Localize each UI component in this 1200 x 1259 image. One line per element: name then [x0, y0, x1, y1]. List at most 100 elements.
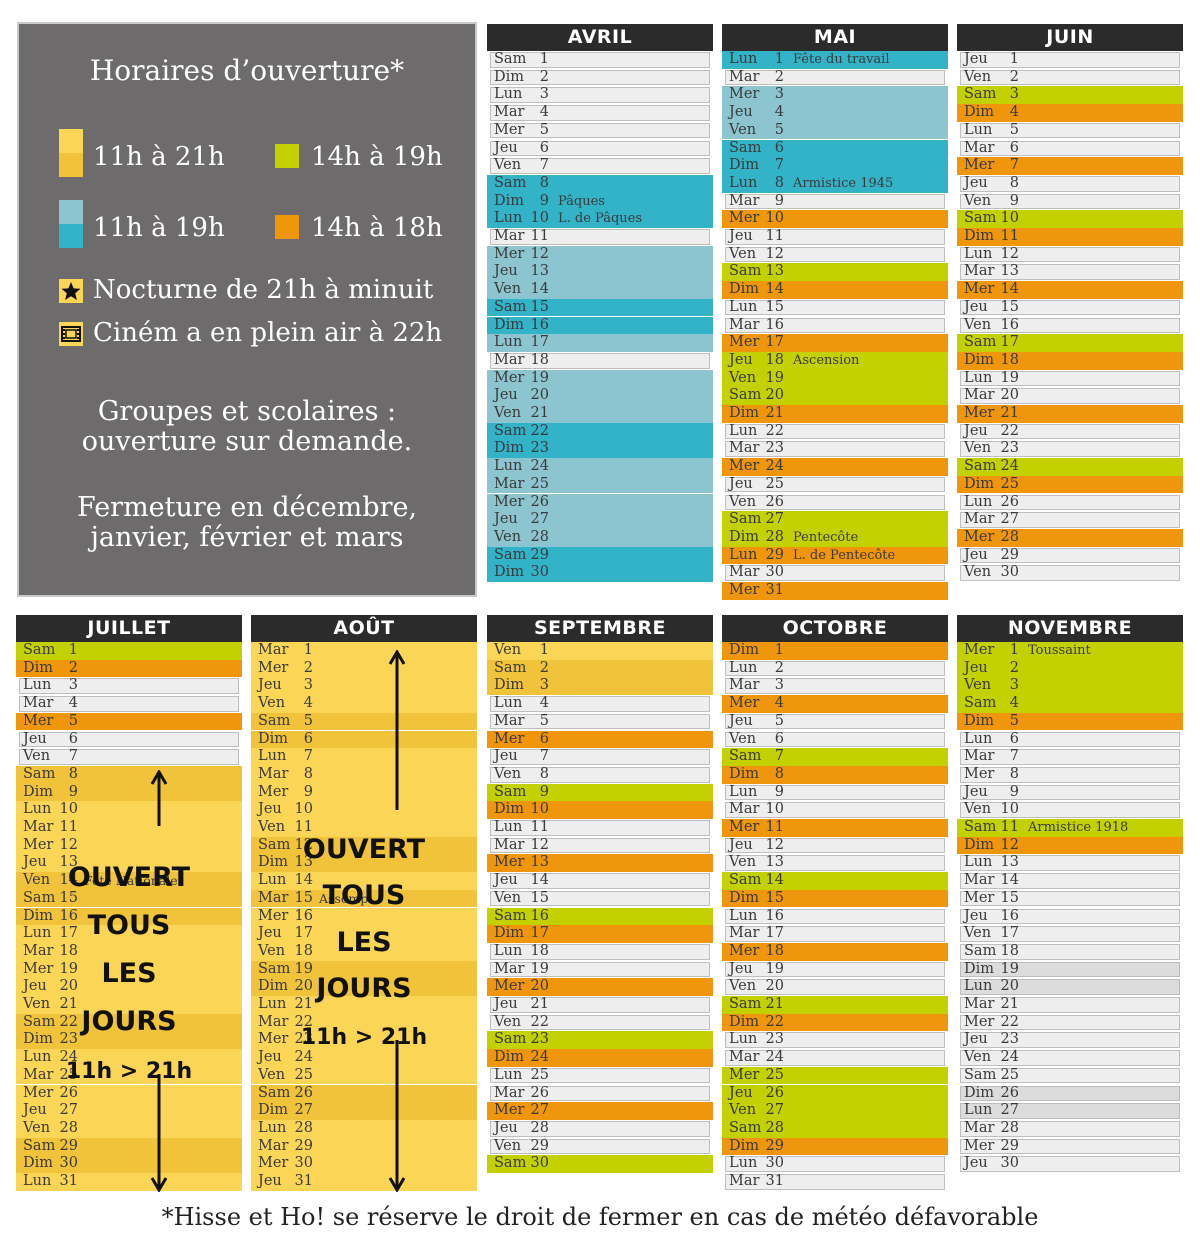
day-number: 13	[530, 854, 549, 871]
day-row: Mer 3	[722, 86, 948, 105]
day-name: Lun	[494, 458, 523, 475]
day-row: Dim 28 Pentecôte	[722, 528, 948, 547]
day-number: 21	[59, 996, 78, 1012]
day-cell-bg	[725, 961, 945, 978]
day-number: 10	[1000, 210, 1019, 227]
day-number: 6	[774, 730, 784, 747]
day-row: Mer 11	[722, 819, 948, 837]
day-number: 23	[765, 440, 784, 457]
day-name: Sam	[494, 1031, 527, 1048]
day-number: 24	[765, 1049, 784, 1066]
day-number: 30	[1000, 564, 1019, 581]
day-cell-bg	[960, 766, 1180, 783]
day-cell-bg	[490, 961, 710, 978]
day-name: Mer	[258, 659, 289, 676]
day-row: Lun 4	[487, 695, 713, 713]
day-row: Sam 20	[722, 387, 948, 405]
day-name: Lun	[964, 121, 993, 138]
day-number: 6	[774, 139, 784, 156]
holiday-label: L. de Pâques	[558, 211, 643, 227]
day-name: Mar	[729, 801, 760, 818]
day-row: Dim 26	[957, 1085, 1183, 1103]
day-cell-bg	[960, 855, 1180, 872]
day-number: 5	[539, 121, 549, 138]
open-all-days-text: TOUS	[87, 910, 171, 941]
day-name: Dim	[494, 316, 525, 333]
day-cell-bg	[490, 820, 710, 836]
holiday-label: Fête Nationale	[84, 873, 178, 889]
day-row: Ven 3	[957, 677, 1183, 696]
day-name: Mer	[494, 1102, 525, 1119]
day-name: Ven	[494, 1137, 522, 1154]
day-name: Mer	[964, 1137, 995, 1154]
day-number: 3	[1009, 86, 1019, 103]
day-cell-bg	[490, 873, 710, 889]
day-name: Lun	[729, 422, 758, 439]
day-number: 26	[1000, 1084, 1019, 1101]
day-name: Ven	[494, 642, 522, 658]
day-name: Sam	[494, 422, 527, 439]
day-row: Ven 2	[957, 69, 1183, 87]
day-row: Dim 23	[16, 1031, 242, 1050]
day-row: Sam 22	[16, 1013, 242, 1032]
open-all-days-text: 11h > 21h	[65, 1059, 193, 1084]
day-name: Sam	[964, 210, 997, 227]
day-cell-bg	[490, 1014, 710, 1031]
day-cell-bg	[960, 1014, 1180, 1031]
day-number: 1	[68, 642, 78, 658]
day-number: 2	[539, 659, 549, 676]
day-row: Mer 25	[722, 1066, 948, 1085]
day-number: 2	[68, 659, 78, 676]
day-name: Mer	[729, 210, 760, 227]
open-all-days-text: LES	[336, 927, 392, 958]
day-name: Ven	[964, 440, 992, 457]
day-row: Jeu 29	[957, 547, 1183, 565]
day-number: 31	[765, 1173, 784, 1189]
day-number: 23	[530, 1031, 549, 1048]
day-row: Ven 29	[487, 1138, 713, 1156]
day-cell-bg	[490, 229, 710, 245]
day-cell-bg	[725, 476, 945, 493]
day-cell-bg	[960, 908, 1180, 925]
day-name: Ven	[729, 493, 757, 510]
month-novembre: NOVEMBRE Mer 1 Toussaint Jeu 2 Ven 3 Sam 4 Dim 5 Lu…	[957, 615, 1183, 1175]
day-name: Ven	[23, 748, 51, 765]
day-name: Lun	[23, 677, 52, 694]
day-name: Dim	[494, 192, 525, 209]
day-row: Mer 21	[957, 405, 1183, 423]
day-number: 27	[530, 511, 549, 528]
day-name: Mer	[964, 889, 995, 906]
day-number: 21	[1000, 996, 1019, 1012]
day-number: 22	[765, 1013, 784, 1030]
day-number: 27	[765, 1102, 784, 1119]
day-number: 1	[1009, 51, 1019, 67]
day-number: 21	[530, 405, 549, 421]
day-cell-bg	[725, 423, 945, 440]
film-icon	[59, 322, 83, 346]
day-number: 29	[530, 1137, 549, 1154]
day-row: Mer 16	[251, 907, 477, 926]
day-name: Dim	[729, 765, 760, 782]
day-name: Jeu	[964, 1031, 988, 1048]
day-row: Lun 3	[16, 677, 242, 695]
day-name: Mer	[964, 281, 995, 298]
day-row: Lun 19	[957, 370, 1183, 388]
day-row: Mar 30	[722, 564, 948, 582]
month-days: Lun 1 Fête du travail Mar 2 Mer 3 Jeu 4 Ven 5 Sam 6 D…	[722, 51, 948, 602]
day-row: Jeu 5	[722, 713, 948, 731]
day-row: Mer 30	[251, 1155, 477, 1173]
day-number: 29	[765, 546, 784, 563]
day-row: Mer 12	[16, 836, 242, 855]
day-number: 25	[294, 1066, 313, 1083]
day-number: 5	[303, 712, 313, 729]
day-row: Dim 5	[957, 712, 1183, 731]
day-name: Sam	[494, 546, 527, 563]
day-number: 25	[1000, 475, 1019, 492]
day-number: 16	[294, 907, 313, 924]
day-name: Lun	[494, 210, 523, 227]
day-number: 25	[59, 1066, 78, 1083]
day-number: 1	[539, 642, 549, 658]
day-cell-bg	[490, 1138, 710, 1155]
day-number: 15	[530, 298, 549, 315]
day-number: 13	[1000, 854, 1019, 871]
